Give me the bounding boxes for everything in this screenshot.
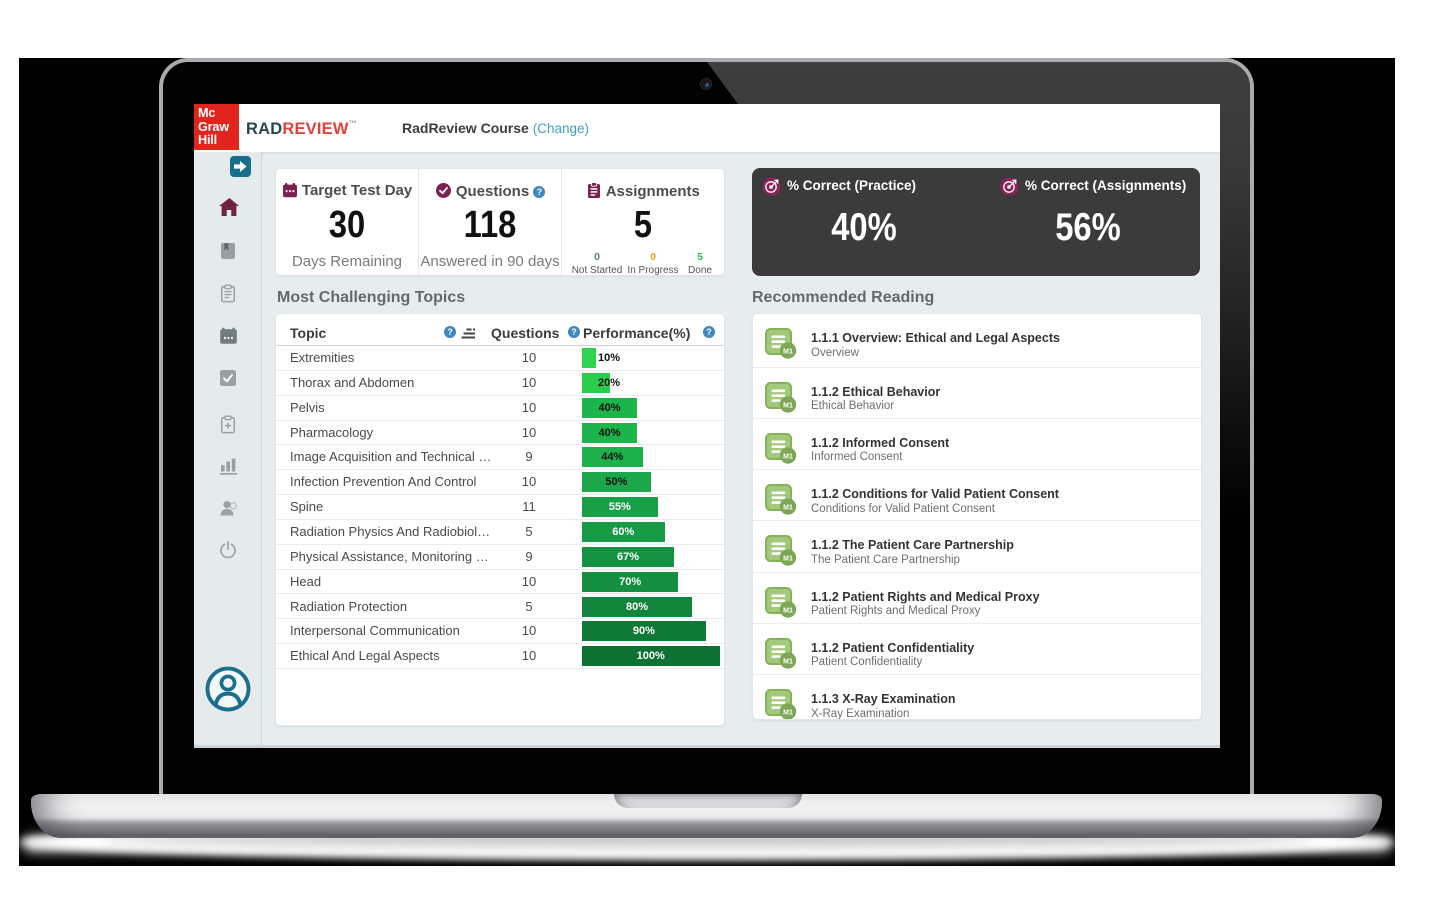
svg-text:M1: M1 <box>783 453 793 460</box>
svg-text:M1: M1 <box>783 710 793 717</box>
svg-text:M1: M1 <box>783 556 793 563</box>
svg-text:M1: M1 <box>783 607 793 614</box>
svg-text:M1: M1 <box>783 402 793 409</box>
svg-text:M1: M1 <box>783 348 793 355</box>
svg-text:M1: M1 <box>783 504 793 511</box>
svg-text:M1: M1 <box>783 658 793 665</box>
